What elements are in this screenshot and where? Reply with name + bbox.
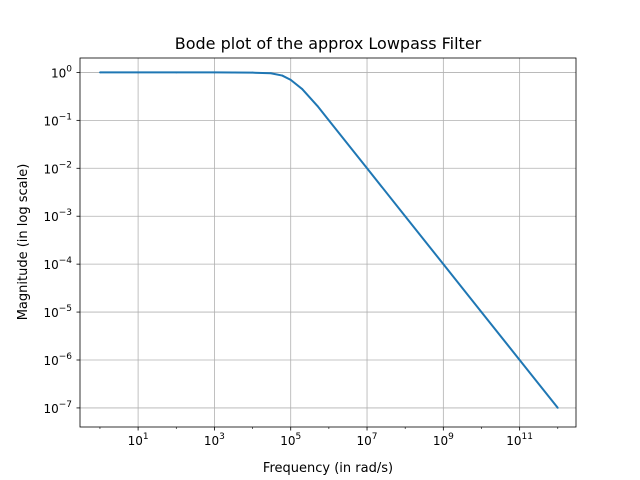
y-axis-label: Magnitude (in log scale) <box>16 164 31 321</box>
grid-lines <box>80 58 576 427</box>
y-tick-label: 10−2 <box>43 160 72 176</box>
y-tick-label: 10−4 <box>43 256 72 272</box>
data-point <box>213 71 216 74</box>
data-point <box>281 74 284 77</box>
y-tick-label: 10−6 <box>43 352 72 368</box>
axis-ticks: 101 103 105 107 109 1011 100 10−1 10−2 10−3 10−4 10… <box>43 64 559 448</box>
x-tick-label: 105 <box>280 432 301 448</box>
data-point <box>404 215 407 218</box>
data-point <box>251 71 254 74</box>
data-point <box>480 311 483 313</box>
data-point <box>301 88 304 90</box>
magnitude-response-line <box>99 71 559 409</box>
y-tick-label: 10−7 <box>43 400 72 416</box>
x-tick-label: 103 <box>204 432 225 448</box>
data-point <box>518 359 521 361</box>
chart-title: Bode plot of the approx Lowpass Filter <box>175 34 482 53</box>
x-tick-label: 1011 <box>506 432 533 448</box>
plot-area <box>99 71 559 409</box>
data-point <box>137 71 140 74</box>
y-tick-label: 10−5 <box>43 304 72 320</box>
y-tick-label: 10−1 <box>43 112 72 128</box>
data-point <box>556 407 559 409</box>
data-point <box>269 72 272 75</box>
x-tick-label: 109 <box>433 432 454 448</box>
data-point <box>175 71 178 74</box>
x-tick-label: 101 <box>128 432 149 448</box>
data-point <box>289 78 292 81</box>
data-point <box>442 263 445 266</box>
x-tick-label: 107 <box>357 432 378 448</box>
data-point <box>366 167 368 170</box>
axes-frame <box>79 57 577 428</box>
x-axis-label: Frequency (in rad/s) <box>263 461 393 476</box>
y-tick-label: 10−3 <box>43 208 72 224</box>
y-tick-label: 100 <box>51 64 72 80</box>
data-point <box>316 105 319 107</box>
data-point <box>327 119 330 122</box>
data-point <box>99 71 101 74</box>
